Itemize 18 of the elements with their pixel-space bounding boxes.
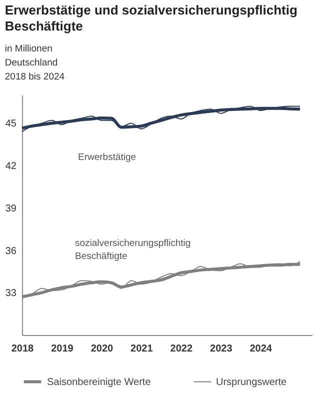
x-tick-label: 2024 [250,344,272,354]
x-tick-label: 2019 [51,344,74,354]
y-tick-label: 39 [5,203,17,214]
x-tick-label: 2018 [11,344,34,354]
annotation: Erwerbstätige [78,152,136,163]
chart-title: Erwerbstätige und sozialversicherungspflichtig Beschäftigte [4,2,298,34]
y-tick-label: 36 [5,246,17,257]
x-tick-label: 2021 [130,344,154,354]
x-tick-label: 2022 [170,344,193,354]
x-tick-label: 2023 [210,344,233,354]
legend-label: Ursprungswerte [216,376,288,388]
chart-subtitle: in Millionen Deutschland 2018 bis 2024 [4,44,65,82]
y-tick-label: 42 [5,161,17,172]
x-tick-label: 2020 [90,344,114,354]
legend-label: Saisonbereinigte Werte [47,376,152,388]
annotation: sozialversicherungspflichtig Beschäftigte [75,238,191,262]
y-tick-label: 45 [5,118,17,130]
y-tick-label: 33 [5,288,17,300]
